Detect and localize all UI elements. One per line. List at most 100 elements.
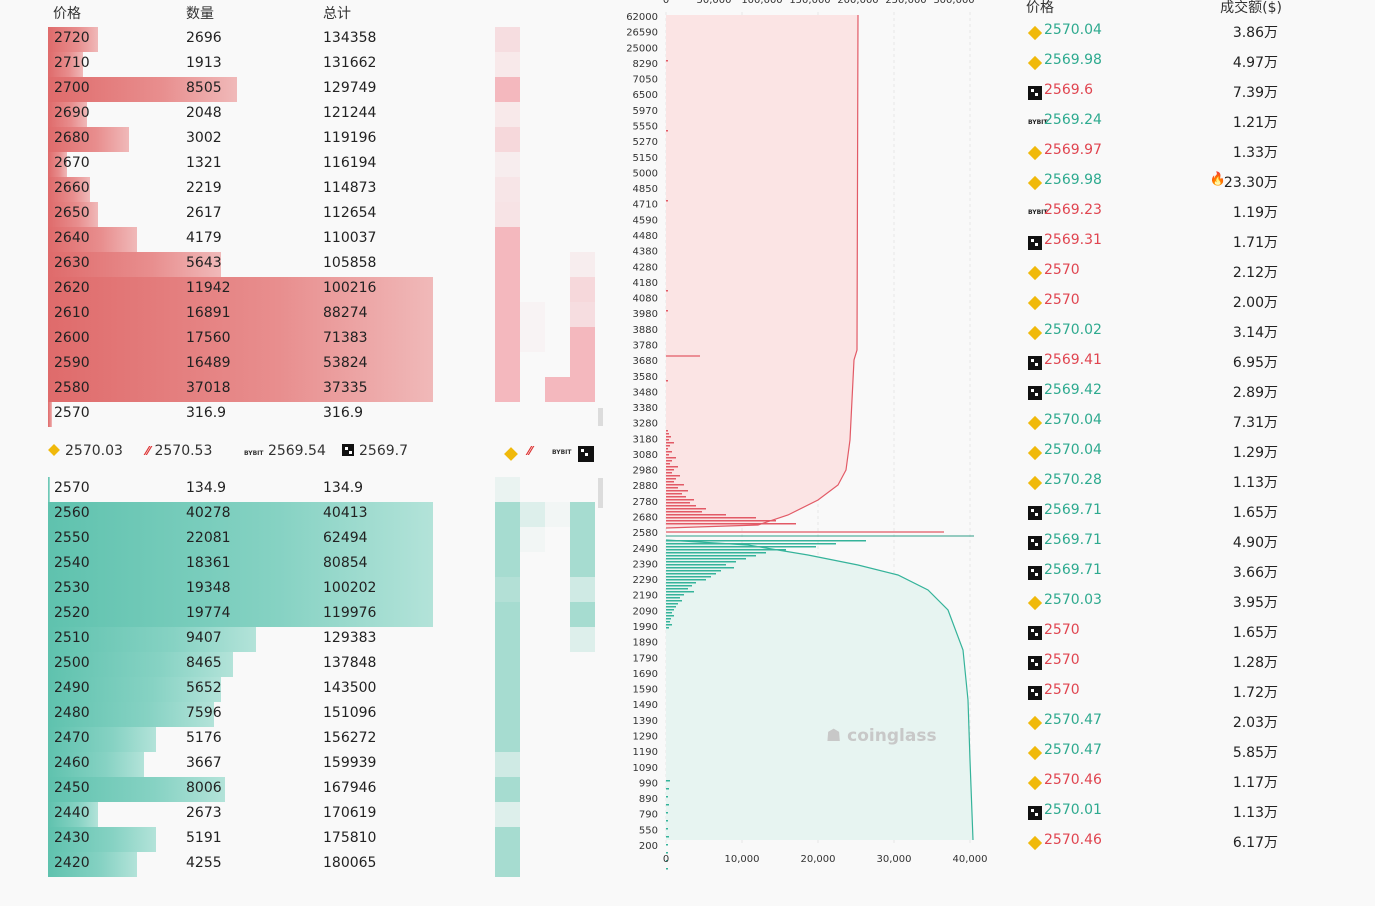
okx-toggle-icon[interactable] [578,446,594,462]
price-tick-label: 2980 [633,466,658,477]
ask-level-bar [666,508,706,510]
ask-depth-bar [48,77,237,102]
ask-row[interactable]: 2680 3002 119196 [48,127,440,152]
price-tick-label: 1290 [633,732,658,743]
ask-row[interactable]: 2580 37018 37335 [48,377,440,402]
price-tick-label: 3380 [633,403,658,414]
ask-row[interactable]: 2620 11942 100216 [48,277,440,302]
bid-row[interactable]: 2560 40278 40413 [48,502,440,527]
trade-amount: 1.13万 [1232,805,1278,821]
bid-heat-cell [570,527,595,552]
trade-price: 2570 [1044,622,1080,638]
bid-row[interactable]: 2550 22081 62494 [48,527,440,552]
trade-price: 2570.04 [1044,442,1102,458]
bid-level-bar [666,828,668,830]
bid-row[interactable]: 2520 19774 119976 [48,602,440,627]
price-tick-label: 5000 [633,168,658,179]
bid-depth-bar [48,577,433,602]
ask-heat-cell [495,252,520,277]
price-tick-label: 1990 [633,622,658,633]
trade-row: 2570.28 1.13万 [1024,468,1290,498]
ask-row[interactable]: 2720 2696 134358 [48,27,440,52]
bid-row[interactable]: 2500 8465 137848 [48,652,440,677]
bid-heat-cell [495,702,520,727]
top-axis-tick: 250,000 [885,0,926,6]
bid-heat-cell [495,727,520,752]
ask-row[interactable]: 2570 316.9 316.9 [48,402,440,427]
bid-depth-bar [48,527,433,552]
trade-price: 2570.02 [1044,322,1102,338]
bid-depth-line [665,539,974,841]
watermark: ☗ coinglass [826,726,937,746]
bitget-toggle-icon[interactable]: ⁄⁄ [528,444,533,458]
bid-price: 2530 [54,580,90,596]
price-tick-label: 790 [639,810,658,821]
top-axis-tick: 200,000 [837,0,878,6]
price-tick-label: 1790 [633,653,658,664]
bottom-axis-tick: 40,000 [953,854,988,865]
bybit-toggle-icon[interactable]: BYBIT [552,449,572,456]
bid-row[interactable]: 2460 3667 159939 [48,752,440,777]
bid-row[interactable]: 2530 19348 100202 [48,577,440,602]
bid-row[interactable]: 2430 5191 175810 [48,827,440,852]
bid-depth-bar [48,702,214,727]
bid-depth-bar [48,827,156,852]
ask-row[interactable]: 2670 1321 116194 [48,152,440,177]
ask-depth-bar [48,402,52,427]
bid-qty: 2673 [186,805,222,821]
ask-level-bar [666,463,670,465]
bid-level-bar [666,852,668,854]
bid-row[interactable]: 2540 18361 80854 [48,552,440,577]
bid-row[interactable]: 2440 2673 170619 [48,802,440,827]
trade-row: 2569.98 4.97万 [1024,48,1290,78]
trade-amount: 5.85万 [1232,745,1278,761]
trade-row: 2570 2.12万 [1024,258,1290,288]
bid-row[interactable]: 2510 9407 129383 [48,627,440,652]
price-tick-label: 4380 [633,247,658,258]
ask-heat-cell [495,227,520,252]
ask-row[interactable]: 2600 17560 71383 [48,327,440,352]
bid-row[interactable]: 2570 134.9 134.9 [48,477,440,502]
ask-row[interactable]: 2640 4179 110037 [48,227,440,252]
price-tick-label: 3880 [633,325,658,336]
bid-row[interactable]: 2470 5176 156272 [48,727,440,752]
ask-row[interactable]: 2590 16489 53824 [48,352,440,377]
price-tick-label: 4480 [633,231,658,242]
bid-total: 151096 [323,705,377,721]
bybit-icon: BYBIT [1028,119,1048,126]
bid-level-bar [666,573,716,575]
trade-amount: 1.21万 [1232,115,1278,131]
ask-depth-bar [48,102,87,127]
trade-amount: 3.66万 [1232,565,1278,581]
ask-row[interactable]: 2690 2048 121244 [48,102,440,127]
trade-row: 2570.02 3.14万 [1024,318,1290,348]
ask-heat-cell [495,352,520,377]
ask-heat-cell [570,352,595,377]
bid-heat-cell [570,627,595,652]
ask-level-bar [666,448,668,450]
trade-row: 2569.71 4.90万 [1024,528,1290,558]
ask-qty: 16489 [186,355,231,371]
ask-row[interactable]: 2700 8505 129749 [48,77,440,102]
ask-row[interactable]: 2610 16891 88274 [48,302,440,327]
bid-level-bar [666,579,706,581]
bitget-icon: ⁄⁄ [146,444,151,458]
bid-row[interactable]: 2480 7596 151096 [48,702,440,727]
ask-qty: 16891 [186,305,231,321]
trade-row: 2569.31 1.71万 [1024,228,1290,258]
bid-row[interactable]: 2450 8006 167946 [48,777,440,802]
ask-heat-cell [545,377,570,402]
trade-price: 2570.04 [1044,22,1102,38]
ask-row[interactable]: 2710 1913 131662 [48,52,440,77]
ask-row[interactable]: 2630 5643 105858 [48,252,440,277]
bid-row[interactable]: 2420 4255 180065 [48,852,440,877]
binance-icon [1027,775,1043,791]
bid-total: 129383 [323,630,377,646]
ask-level-bar [666,451,672,453]
ask-row[interactable]: 2650 2617 112654 [48,202,440,227]
ask-row[interactable]: 2660 2219 114873 [48,177,440,202]
binance-toggle-icon[interactable] [504,447,518,461]
bid-heat-cell [495,577,520,602]
trade-amount: 1.33万 [1232,145,1278,161]
bid-row[interactable]: 2490 5652 143500 [48,677,440,702]
